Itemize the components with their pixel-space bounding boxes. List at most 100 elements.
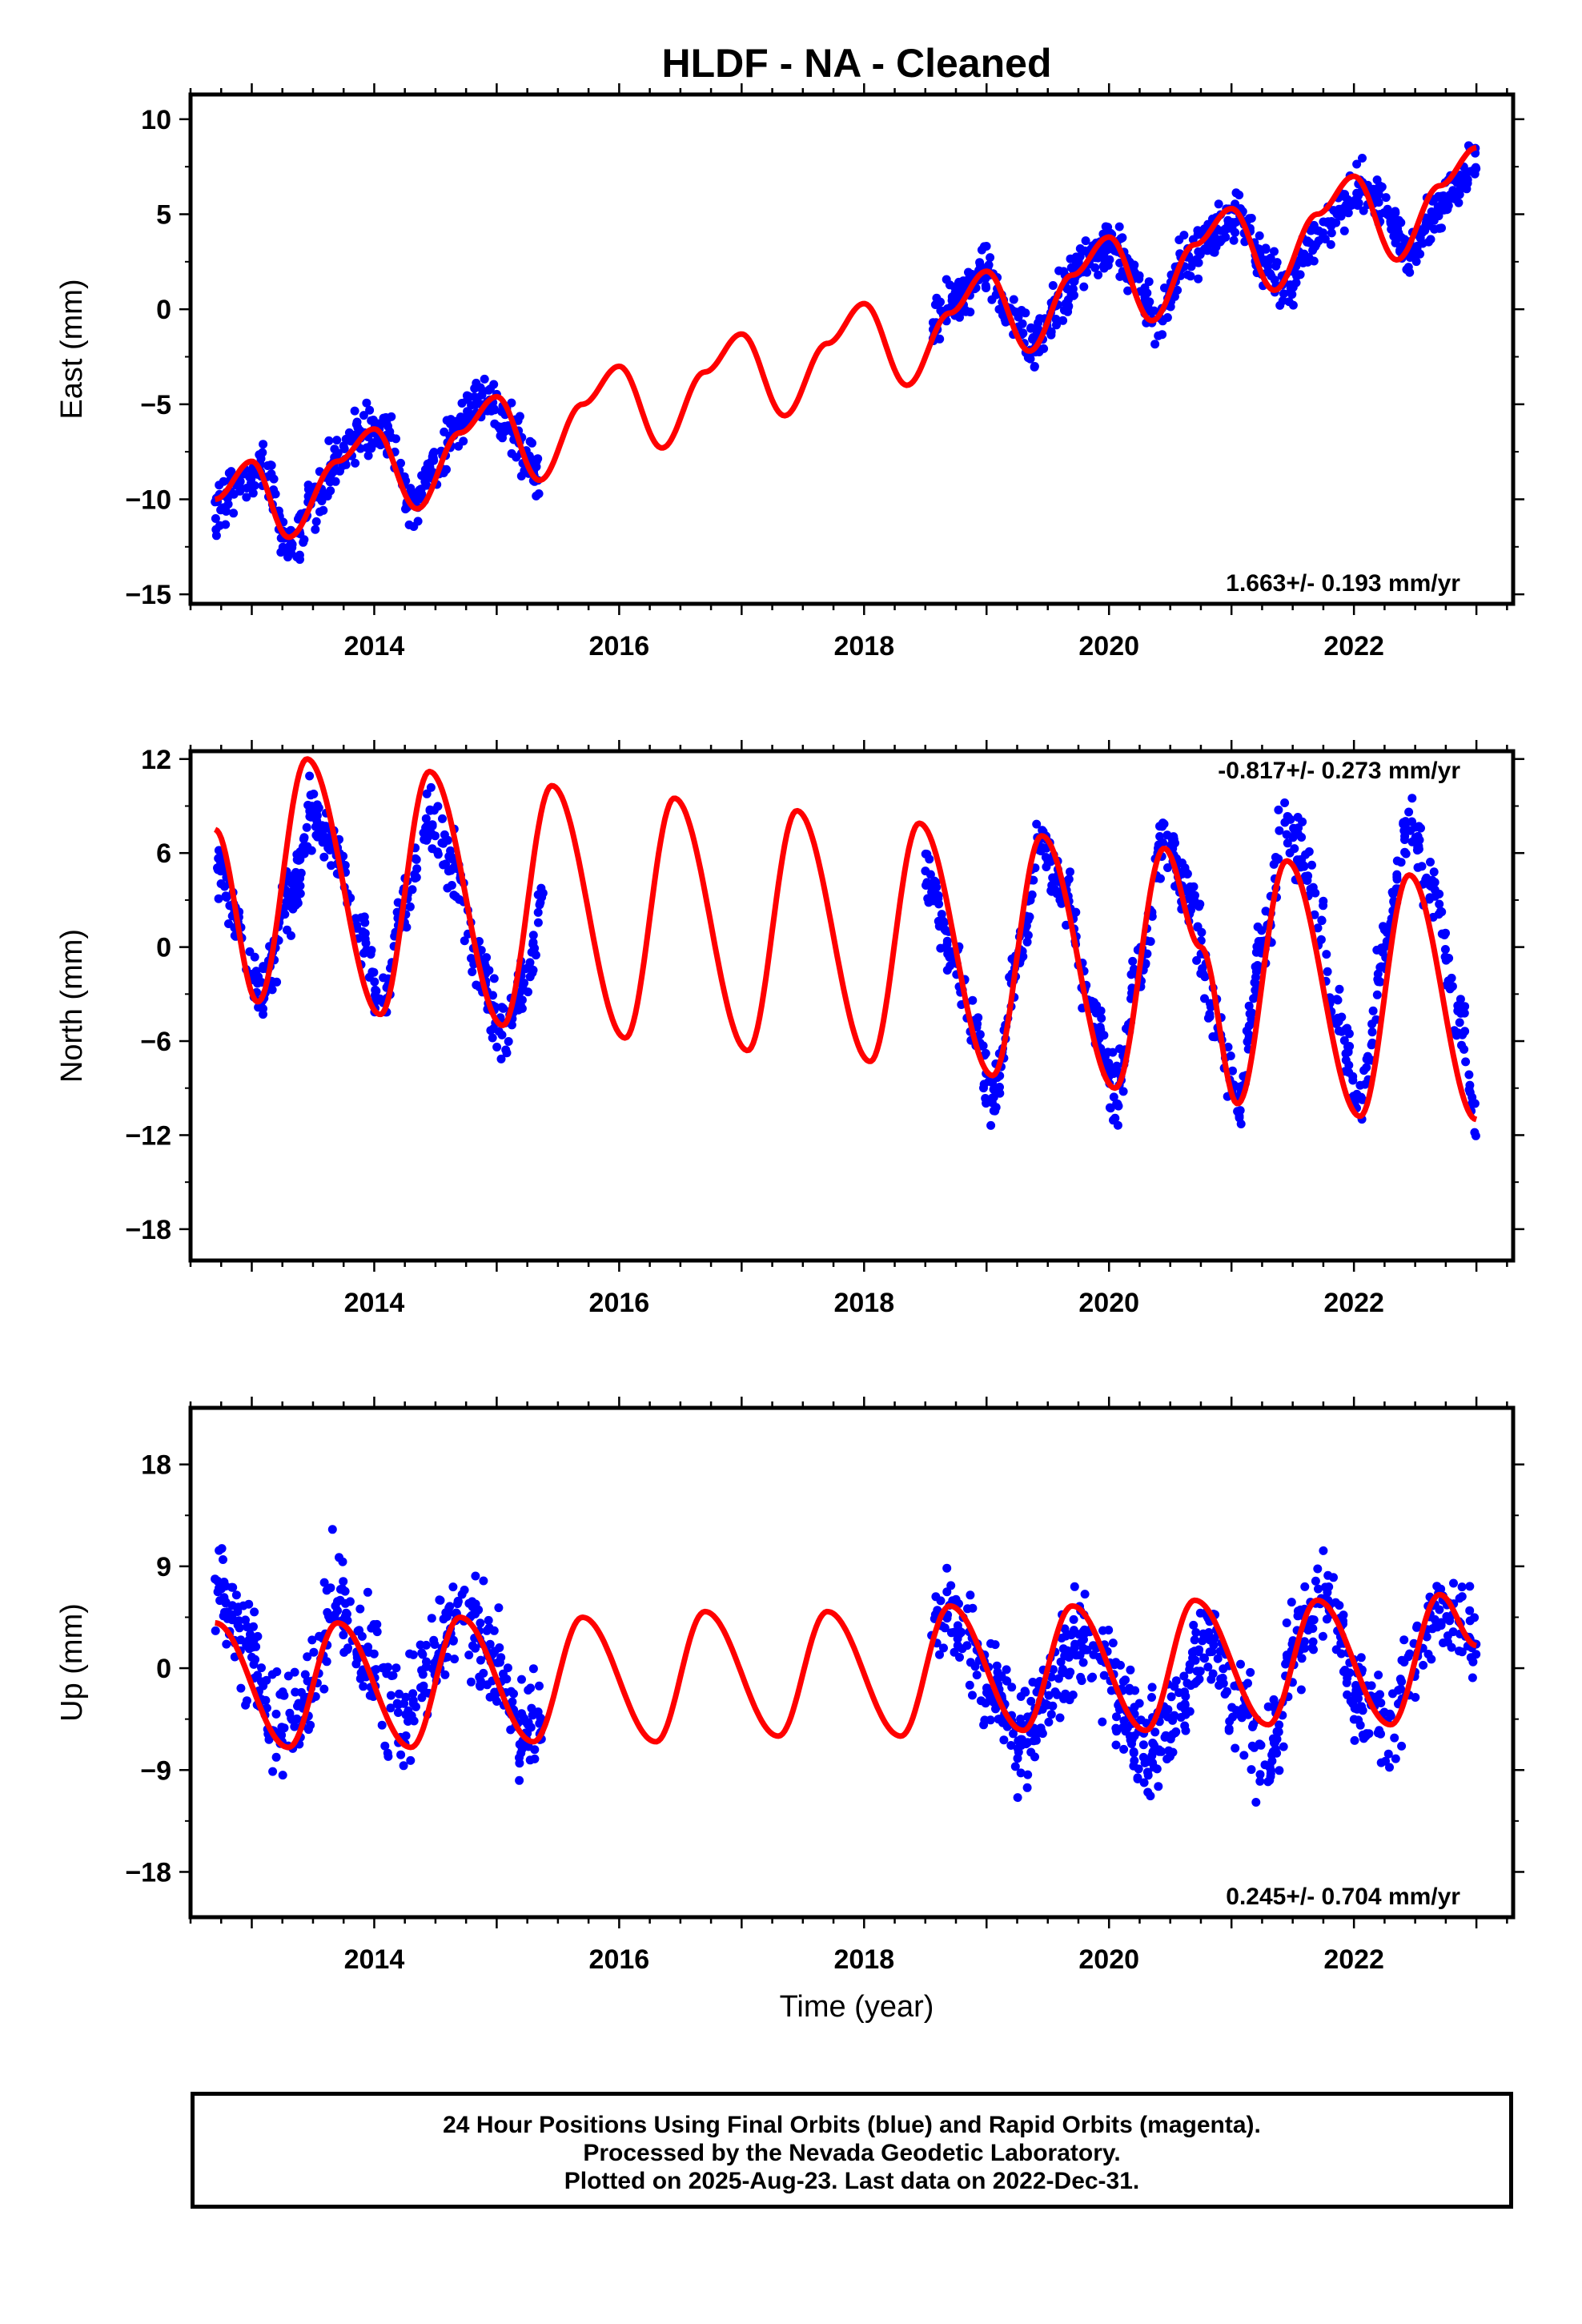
data-point: [528, 1711, 537, 1720]
data-point: [359, 948, 368, 958]
data-point: [1427, 1624, 1437, 1634]
data-point: [1190, 1635, 1199, 1645]
data-point: [211, 1574, 220, 1584]
data-point: [451, 892, 460, 901]
data-point: [250, 480, 259, 490]
data-point: [1058, 1668, 1068, 1678]
data-point: [429, 456, 439, 465]
data-point: [962, 1641, 972, 1651]
data-point: [279, 1723, 289, 1733]
data-point: [1140, 1757, 1150, 1767]
data-point: [1358, 154, 1367, 163]
data-point: [1193, 923, 1203, 932]
data-point: [1112, 1727, 1122, 1736]
data-point: [1335, 1601, 1344, 1610]
data-point: [421, 1662, 431, 1671]
data-point: [1343, 1690, 1352, 1699]
data-point: [506, 1725, 516, 1735]
data-point: [1375, 1690, 1384, 1699]
data-point: [355, 1626, 364, 1635]
data-point: [1437, 907, 1447, 917]
up-rate-label: 0.245+/- 0.704 mm/yr: [1226, 1884, 1460, 1910]
data-point: [1195, 1667, 1205, 1676]
data-point: [1405, 267, 1415, 277]
data-point: [527, 1703, 536, 1713]
north-x-tick-label: 2014: [344, 1288, 405, 1318]
data-point: [1235, 1112, 1244, 1121]
data-point: [1327, 228, 1336, 238]
data-point: [1044, 1691, 1054, 1700]
data-point: [1243, 1037, 1252, 1047]
data-point: [454, 441, 464, 451]
data-point: [1307, 225, 1316, 235]
data-point: [1200, 972, 1210, 982]
data-point: [399, 1761, 408, 1771]
data-point: [1051, 315, 1061, 324]
data-point: [444, 866, 453, 876]
data-point: [211, 531, 221, 541]
caption-line-2: Processed by the Nevada Geodetic Laborat…: [583, 2140, 1121, 2166]
data-point: [1381, 193, 1391, 203]
data-point: [1332, 209, 1342, 219]
data-point: [1427, 1655, 1436, 1664]
data-point: [1251, 1798, 1261, 1807]
data-point: [1316, 935, 1326, 944]
data-point: [1399, 826, 1409, 835]
data-point: [1023, 353, 1033, 363]
data-point: [468, 1641, 477, 1651]
data-point: [1047, 881, 1057, 890]
data-point: [989, 1106, 998, 1116]
data-point: [295, 881, 305, 891]
data-point: [1275, 1720, 1284, 1730]
data-point: [961, 307, 970, 316]
data-point: [450, 1655, 460, 1664]
data-point: [327, 861, 336, 870]
data-point: [447, 881, 456, 890]
data-point: [1071, 252, 1081, 262]
data-point: [1391, 1754, 1400, 1763]
data-point: [1269, 1695, 1279, 1704]
data-point: [987, 295, 997, 304]
data-point: [215, 1546, 224, 1555]
data-point: [525, 436, 535, 446]
data-point: [1061, 1631, 1070, 1641]
data-point: [430, 1659, 440, 1667]
data-point: [324, 436, 334, 445]
data-point: [1177, 867, 1186, 877]
data-point: [460, 1586, 469, 1594]
data-point: [1247, 1008, 1257, 1018]
data-point: [249, 1622, 258, 1631]
data-point: [1109, 1092, 1118, 1102]
data-point: [1200, 1654, 1209, 1663]
data-point: [229, 509, 239, 518]
caption-line-1: 24 Hour Positions Using Final Orbits (bl…: [443, 2112, 1261, 2138]
data-point: [381, 412, 391, 422]
data-point: [1119, 1744, 1129, 1754]
data-point: [1148, 1739, 1158, 1747]
data-point: [1016, 1692, 1026, 1701]
data-point: [1255, 1770, 1265, 1779]
up-x-tick-label: 2016: [589, 1944, 650, 1975]
data-point: [1228, 1066, 1237, 1076]
data-point: [1350, 1735, 1359, 1745]
data-point: [1022, 937, 1032, 947]
data-point: [1203, 1663, 1213, 1672]
data-point: [1395, 1675, 1405, 1684]
data-point: [965, 1680, 974, 1690]
data-point: [387, 432, 396, 442]
north-y-tick-label: −18: [125, 1215, 171, 1245]
up-plot-frame: [188, 1405, 1516, 1920]
data-point: [448, 1582, 458, 1592]
data-point: [1223, 1687, 1231, 1696]
data-point: [1290, 844, 1299, 854]
north-y-tick-label: 6: [156, 838, 171, 869]
east-y-axis-label: East (mm): [55, 279, 89, 419]
data-point: [503, 1663, 512, 1673]
data-point: [1075, 1651, 1085, 1660]
data-point: [950, 1647, 959, 1657]
data-point: [1215, 1681, 1224, 1690]
data-point: [259, 440, 268, 449]
data-point: [1472, 1650, 1481, 1659]
data-point: [427, 1614, 436, 1623]
data-point: [1434, 191, 1443, 201]
